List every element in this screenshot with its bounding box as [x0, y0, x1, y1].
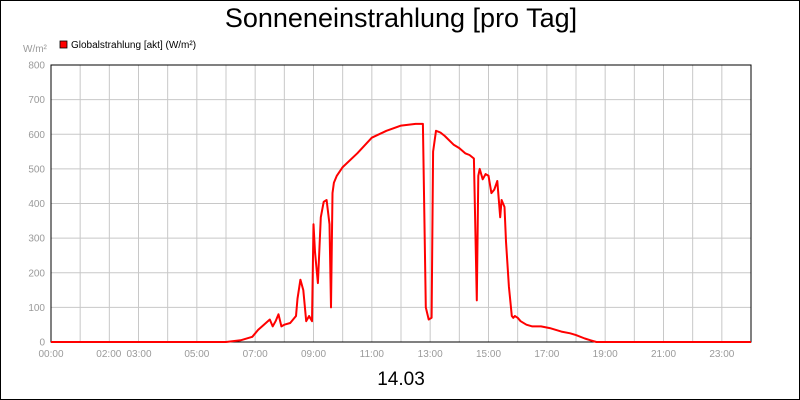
- plot-area: [50, 64, 752, 343]
- x-tick-label: 03:00: [127, 349, 152, 360]
- y-tick-label: 400: [28, 199, 45, 210]
- y-tick-label: 100: [28, 303, 45, 314]
- chart-title: Sonneneinstrahlung [pro Tag]: [224, 3, 578, 33]
- y-tick-label: 300: [28, 234, 45, 245]
- y-tick-label: 200: [28, 268, 45, 279]
- series-line-globalstrahlung: [51, 122, 751, 343]
- x-tick-label: 17:00: [534, 349, 559, 360]
- y-tick-label: 600: [28, 130, 45, 141]
- x-tick-labels: 00:00 02:00 03:00 05:00 07:00 09:00 11:00 13:00…: [38, 349, 734, 360]
- x-tick-label: 23:00: [709, 349, 734, 360]
- legend-swatch: [59, 40, 68, 49]
- x-tick-label: 07:00: [243, 349, 268, 360]
- legend: Globalstrahlung [akt] (W/m²): [59, 40, 196, 51]
- x-tick-label: 09:00: [301, 349, 326, 360]
- x-tick-label: 05:00: [184, 349, 209, 360]
- x-tick-label: 21:00: [651, 349, 676, 360]
- x-tick-label: 02:00: [96, 349, 121, 360]
- y-tick-label: 800: [28, 61, 45, 72]
- y-tick-label: 700: [28, 95, 45, 106]
- grid-layer: [50, 64, 752, 343]
- date-label: 14.03: [377, 369, 425, 390]
- x-tick-label: 00:00: [38, 349, 63, 360]
- legend-entry: Globalstrahlung [akt] (W/m²): [71, 40, 196, 51]
- x-tick-label: 11:00: [360, 349, 385, 360]
- y-tick-label: 0: [39, 338, 45, 349]
- y-axis-label: W/m²: [23, 44, 48, 55]
- y-tick-label: 500: [28, 164, 45, 175]
- x-tick-label: 19:00: [593, 349, 618, 360]
- x-tick-label: 13:00: [418, 349, 443, 360]
- x-tick-label: 15:00: [476, 349, 501, 360]
- y-tick-labels: 0 100 200 300 400 500 600 700 800: [28, 61, 45, 349]
